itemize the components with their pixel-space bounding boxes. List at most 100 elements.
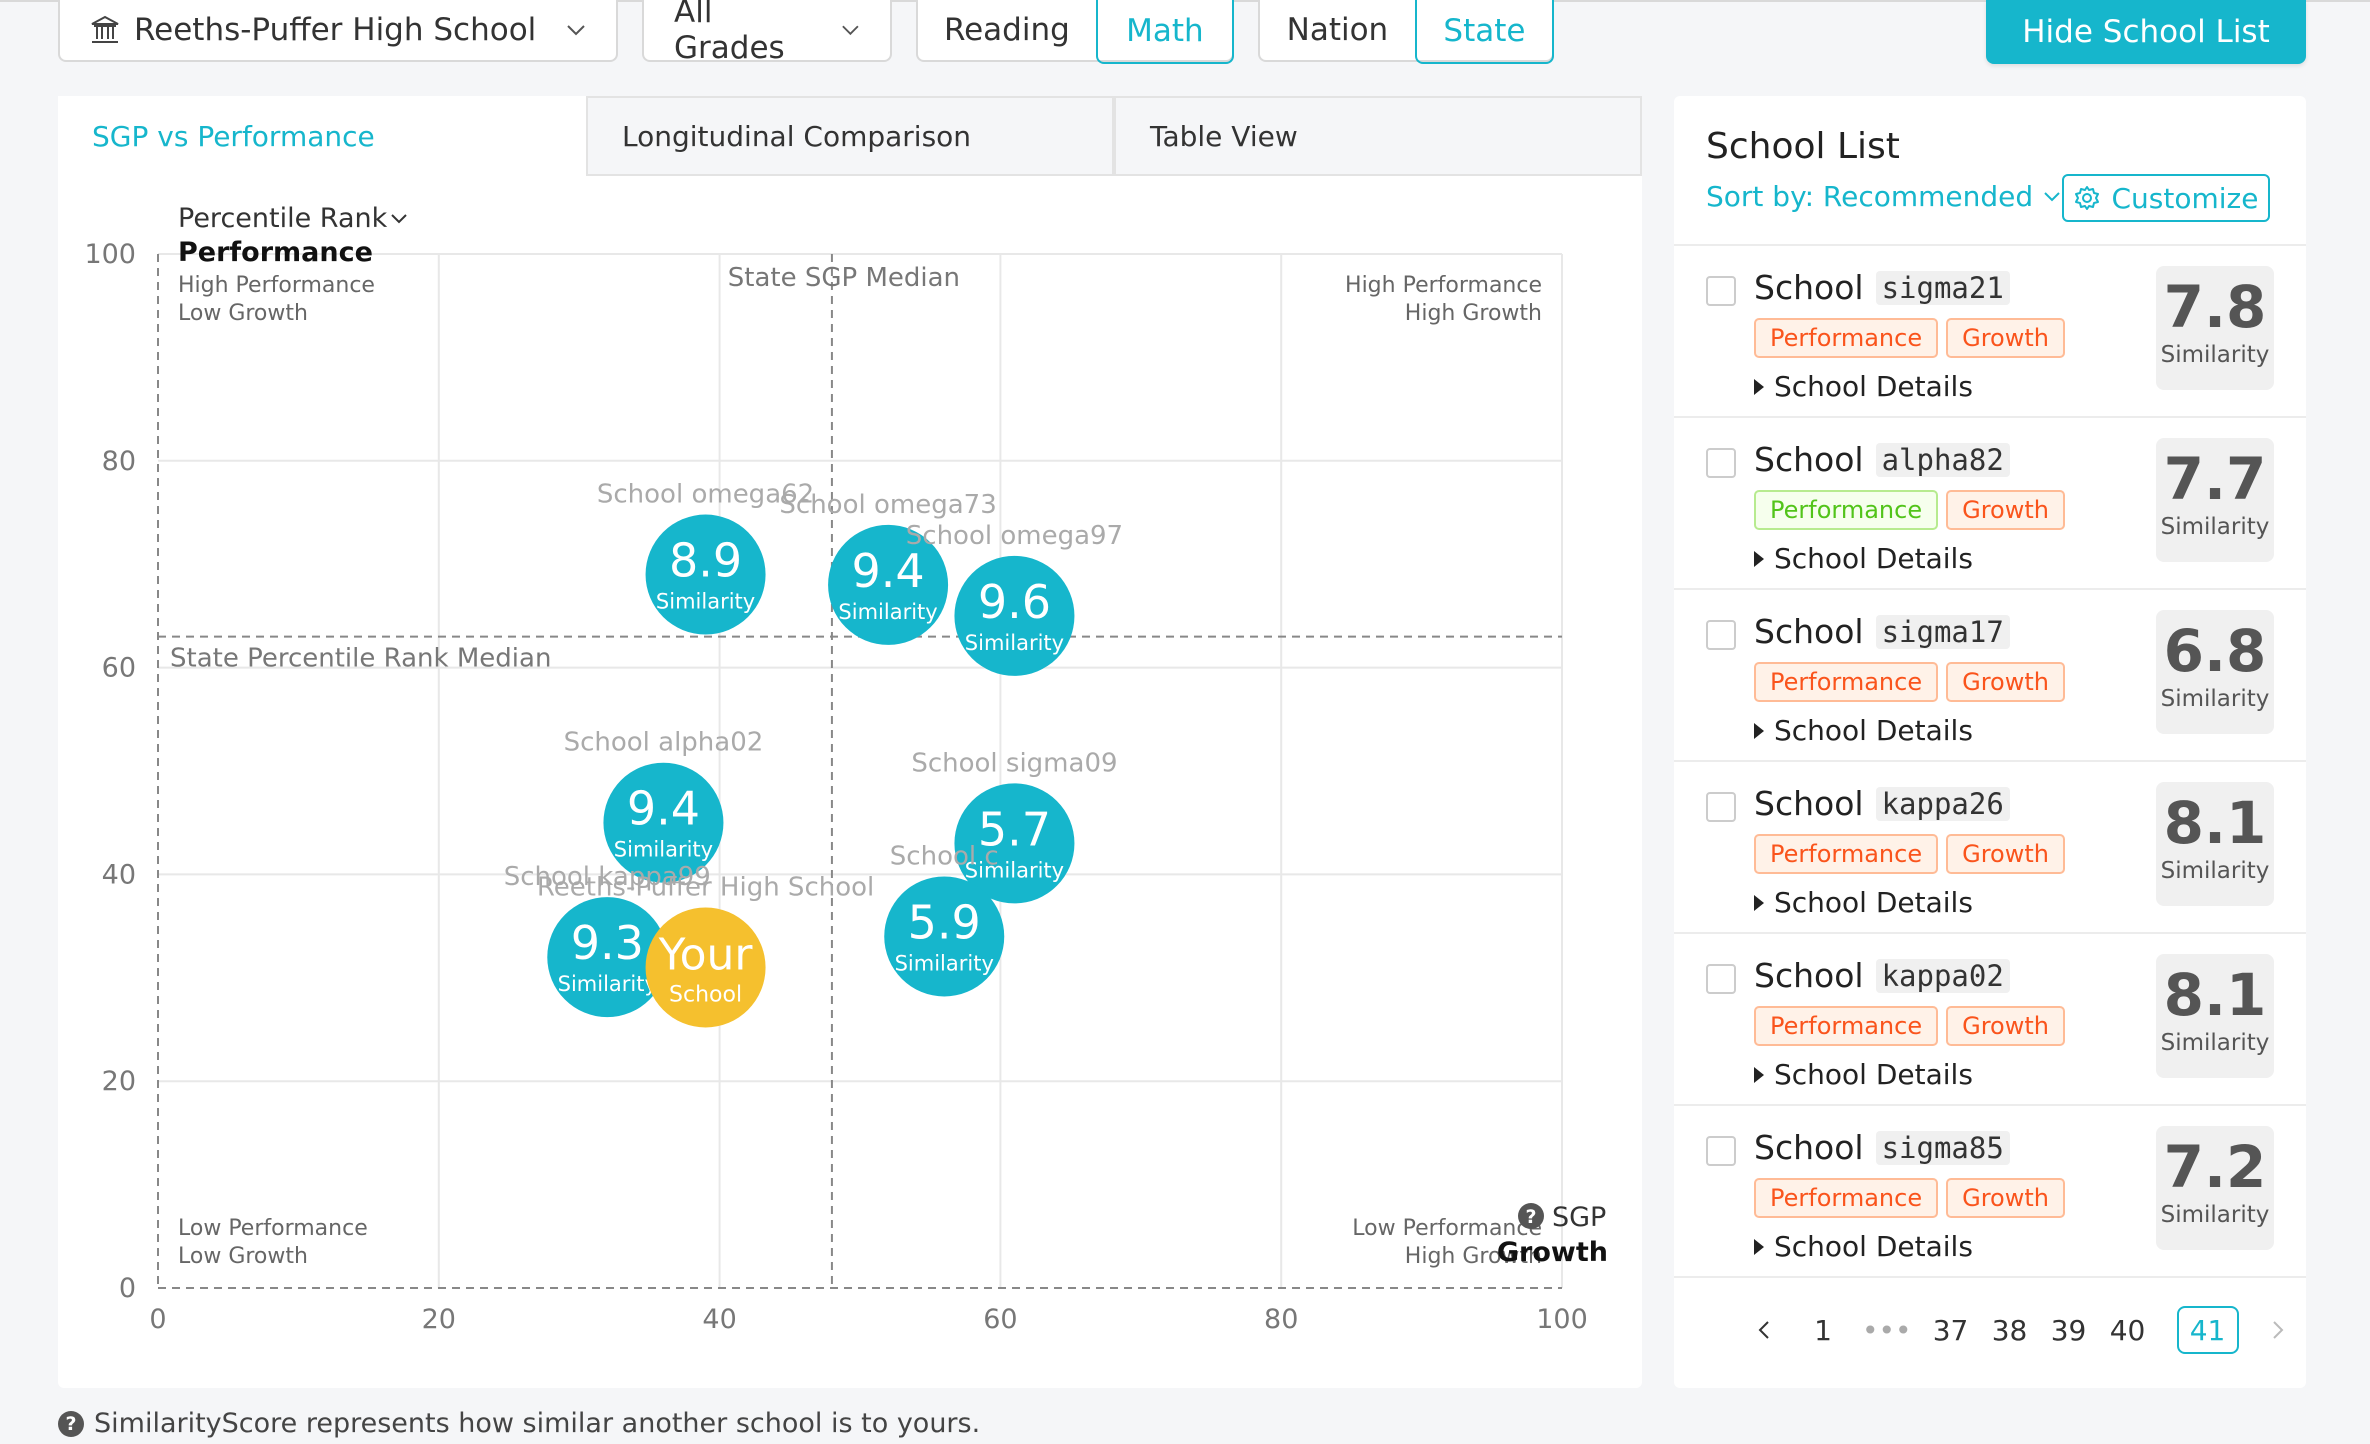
school-details-toggle[interactable]: School Details	[1754, 542, 1973, 575]
bubble-school-name: School alpha02	[564, 728, 764, 758]
list-divider	[1674, 1276, 2306, 1278]
help-icon[interactable]: ?	[58, 1410, 84, 1437]
help-icon[interactable]	[1518, 1203, 1544, 1229]
page-1[interactable]: 1	[1814, 1313, 1832, 1347]
school-select[interactable]: Reeths-Puffer High School	[58, 0, 618, 62]
y-axis-title: Performance	[178, 237, 373, 268]
school-list-item: School sigma17 Performance Growth School Det…	[1674, 590, 2306, 760]
bubble-circle	[645, 907, 766, 1028]
school-details-label: School Details	[1774, 1058, 1973, 1091]
similarity-score-value: 7.8	[2163, 273, 2267, 341]
school-name-prefix: School	[1754, 612, 1864, 651]
school-name[interactable]: School sigma21	[1754, 268, 2010, 307]
school-name[interactable]: School kappa02	[1754, 956, 2010, 995]
school-code: sigma17	[1875, 614, 2010, 649]
scope-nation-option[interactable]: Nation	[1286, 12, 1389, 48]
quadrant-label: High Performance	[1345, 273, 1542, 298]
list-divider	[1674, 760, 2306, 762]
median-x-label: State SGP Median	[728, 263, 960, 293]
school-details-label: School Details	[1774, 714, 1973, 747]
school-details-toggle[interactable]: School Details	[1754, 1230, 1973, 1263]
pagination-ellipsis[interactable]: •••	[1862, 1313, 1912, 1347]
school-details-toggle[interactable]: School Details	[1754, 714, 1973, 747]
school-list-item: School alpha82 Performance Growth School Det…	[1674, 418, 2306, 588]
bubble-score: 9.3	[571, 916, 644, 970]
tag-performance: Performance	[1754, 1178, 1939, 1218]
next-page-icon[interactable]	[2258, 1306, 2298, 1354]
y-tick-label: 60	[102, 653, 136, 684]
quadrant-label: Low Growth	[178, 1244, 308, 1269]
bubble-score: 9.4	[627, 782, 700, 836]
x-axis-subtitle: SGP	[1552, 1202, 1606, 1233]
school-details-toggle[interactable]: School Details	[1754, 370, 1973, 403]
sgp-performance-chart: State SGP Median State Percentile Rank Me…	[84, 203, 1608, 1335]
similarity-score-label: Similarity	[2160, 686, 2270, 712]
bubble-score-label: Similarity	[614, 838, 713, 862]
tab-table-view[interactable]: Table View	[1114, 96, 1642, 176]
y-tick-label: 0	[119, 1273, 136, 1304]
chart-tabs: SGP vs Performance Longitudinal Comparis…	[58, 96, 1642, 176]
page-38[interactable]: 38	[1991, 1313, 2028, 1347]
school-name[interactable]: School kappa26	[1754, 784, 2010, 823]
page-41[interactable]: 41	[2176, 1306, 2239, 1354]
school-details-toggle[interactable]: School Details	[1754, 1058, 1973, 1091]
school-name-prefix: School	[1754, 440, 1864, 479]
school-details-label: School Details	[1774, 370, 1973, 403]
customize-button[interactable]: Customize	[2062, 174, 2270, 222]
similarity-score: 7.7 Similarity	[2156, 438, 2274, 562]
caret-right-icon	[1754, 1066, 1764, 1083]
bubble-score: 9.6	[978, 575, 1051, 629]
bubble-school-name: Reeths-Puffer High School	[537, 872, 874, 902]
sort-dropdown[interactable]: Sort by: Recommended	[1706, 180, 2061, 213]
quadrant-label: Low Performance	[1352, 1216, 1542, 1241]
subject-reading-option[interactable]: Reading	[943, 12, 1070, 48]
school-list-item: School kappa26 Performance Growth School Det…	[1674, 762, 2306, 932]
page-37[interactable]: 37	[1932, 1313, 1969, 1347]
quadrant-label: High Performance	[178, 273, 375, 298]
grade-select[interactable]: All Grades	[642, 0, 892, 66]
tab-longitudinal-comparison[interactable]: Longitudinal Comparison	[586, 96, 1114, 176]
tab-sgp-vs-performance[interactable]: SGP vs Performance	[58, 96, 586, 176]
school-name[interactable]: School sigma85	[1754, 1128, 2010, 1167]
scope-state-option[interactable]: State	[1414, 0, 1554, 64]
bubble-circle	[954, 783, 1075, 904]
list-divider	[1674, 588, 2306, 590]
school-checkbox[interactable]	[1706, 276, 1736, 306]
caret-right-icon	[1754, 722, 1764, 739]
subject-math-option[interactable]: Math	[1095, 0, 1234, 64]
x-axis-title: Growth	[1497, 1237, 1608, 1268]
bubble-circle	[954, 555, 1075, 676]
school-list-item: School kappa02 Performance Growth School Det…	[1674, 934, 2306, 1104]
x-tick-label: 60	[983, 1304, 1017, 1335]
prev-page-icon[interactable]	[1744, 1306, 1784, 1354]
bubble-score: 5.9	[908, 895, 981, 949]
school-name-prefix: School	[1754, 956, 1864, 995]
school-name[interactable]: School alpha82	[1754, 440, 2010, 479]
hide-school-list-button[interactable]: Hide School List	[1986, 0, 2306, 64]
school-name[interactable]: School sigma17	[1754, 612, 2010, 651]
tag-performance: Performance	[1754, 490, 1939, 530]
page-39[interactable]: 39	[2050, 1313, 2087, 1347]
school-checkbox[interactable]	[1706, 964, 1736, 994]
school-checkbox[interactable]	[1706, 620, 1736, 650]
page-40[interactable]: 40	[2109, 1313, 2146, 1347]
y-tick-label: 100	[84, 239, 136, 270]
caret-right-icon	[1754, 550, 1764, 567]
school-checkbox[interactable]	[1706, 792, 1736, 822]
school-details-toggle[interactable]: School Details	[1754, 886, 1973, 919]
y-axis-selector[interactable]: Percentile Rank	[178, 203, 388, 234]
bubble-school-name: School omega62	[597, 480, 814, 510]
school-checkbox[interactable]	[1706, 1136, 1736, 1166]
school-building-icon	[91, 15, 119, 43]
school-checkbox[interactable]	[1706, 448, 1736, 478]
sort-label: Sort by: Recommended	[1706, 180, 2034, 213]
tag-growth: Growth	[1946, 318, 2065, 358]
